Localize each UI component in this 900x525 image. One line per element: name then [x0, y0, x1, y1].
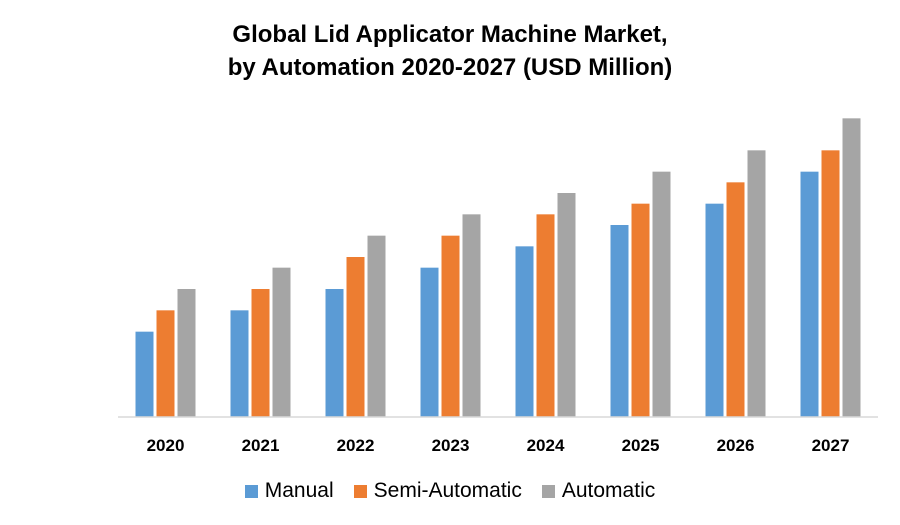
bar-manual-2022: [325, 289, 344, 417]
legend-label-semi-automatic: Semi-Automatic: [373, 479, 522, 502]
bar-automatic-2024: [557, 193, 576, 417]
x-tick-label-2025: 2025: [622, 436, 660, 455]
legend-item-semi-automatic: Semi-Automatic: [353, 479, 522, 503]
x-tick-label-2022: 2022: [337, 436, 375, 455]
x-tick-label-2023: 2023: [432, 436, 470, 455]
legend-item-manual: Manual: [244, 479, 334, 503]
bar-manual-2024: [515, 246, 534, 417]
bar-semi-automatic-2027: [821, 150, 840, 418]
legend-item-automatic: Automatic: [541, 479, 656, 503]
x-tick-label-2020: 2020: [147, 436, 185, 455]
bar-manual-2023: [420, 267, 439, 417]
bar-automatic-2023: [462, 214, 481, 417]
bar-manual-2025: [610, 225, 629, 417]
bar-manual-2027: [800, 171, 819, 417]
chart-title-line-1: Global Lid Applicator Machine Market,: [232, 21, 668, 48]
legend-swatch-automatic: [541, 484, 555, 498]
x-tick-label-2024: 2024: [527, 436, 565, 455]
bar-semi-automatic-2021: [251, 289, 270, 417]
bar-automatic-2027: [842, 118, 861, 417]
bar-automatic-2026: [747, 150, 766, 418]
bar-semi-automatic-2026: [726, 182, 745, 417]
x-tick-label-2027: 2027: [812, 436, 850, 455]
bar-automatic-2021: [272, 267, 291, 417]
x-tick-labels: 2020 2021 2022 2023 2024 2025 2026 2027: [147, 436, 850, 455]
x-tick-label-2026: 2026: [717, 436, 755, 455]
bar-semi-automatic-2020: [156, 310, 175, 417]
legend-label-manual: Manual: [264, 479, 334, 502]
bar-semi-automatic-2025: [631, 203, 650, 417]
bar-manual-2026: [705, 203, 724, 417]
bar-semi-automatic-2022: [346, 257, 365, 417]
bars-group: [135, 118, 861, 418]
bar-manual-2021: [230, 310, 249, 417]
bar-semi-automatic-2023: [441, 235, 460, 417]
chart-title: Global Lid Applicator Machine Market, by…: [0, 18, 900, 84]
legend-label-automatic: Automatic: [561, 479, 656, 502]
bar-automatic-2022: [367, 235, 386, 417]
bar-automatic-2025: [652, 171, 671, 417]
chart-title-line-2: by Automation 2020-2027 (USD Million): [227, 54, 673, 81]
bar-chart: 2020 2021 2022 2023 2024 2025 2026 2027: [118, 118, 878, 455]
legend-swatch-semi-automatic: [353, 484, 367, 498]
bar-semi-automatic-2024: [536, 214, 555, 417]
bar-manual-2020: [135, 331, 154, 417]
x-tick-label-2021: 2021: [242, 436, 280, 455]
legend-swatch-manual: [244, 484, 258, 498]
legend: Manual Semi-Automatic Automatic: [0, 476, 900, 506]
bar-automatic-2020: [177, 289, 196, 417]
